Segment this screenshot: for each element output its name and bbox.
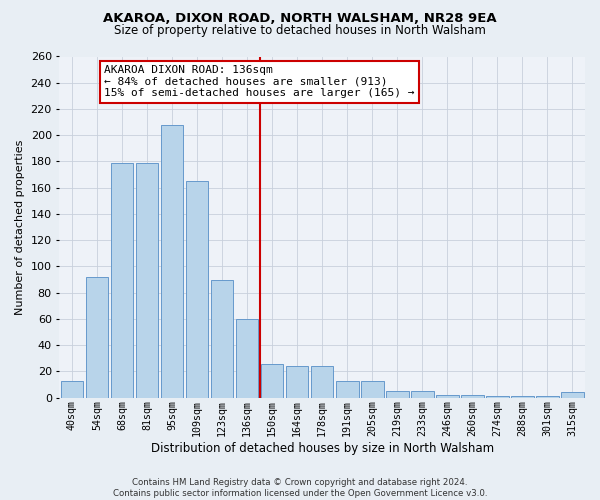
- Text: AKAROA, DIXON ROAD, NORTH WALSHAM, NR28 9EA: AKAROA, DIXON ROAD, NORTH WALSHAM, NR28 …: [103, 12, 497, 26]
- Y-axis label: Number of detached properties: Number of detached properties: [15, 140, 25, 315]
- Bar: [61, 380, 83, 398]
- Bar: [286, 366, 308, 398]
- Bar: [86, 277, 108, 398]
- Bar: [511, 396, 533, 398]
- Bar: [486, 396, 509, 398]
- Bar: [361, 380, 383, 398]
- Bar: [136, 163, 158, 398]
- Bar: [161, 124, 184, 398]
- Bar: [336, 380, 359, 398]
- Bar: [411, 391, 434, 398]
- Bar: [386, 391, 409, 398]
- Bar: [436, 395, 458, 398]
- Bar: [261, 364, 283, 398]
- Bar: [111, 163, 133, 398]
- Bar: [211, 280, 233, 398]
- Bar: [236, 319, 259, 398]
- Text: Contains HM Land Registry data © Crown copyright and database right 2024.
Contai: Contains HM Land Registry data © Crown c…: [113, 478, 487, 498]
- Bar: [186, 181, 208, 398]
- Bar: [536, 396, 559, 398]
- X-axis label: Distribution of detached houses by size in North Walsham: Distribution of detached houses by size …: [151, 442, 494, 455]
- Bar: [461, 395, 484, 398]
- Bar: [561, 392, 584, 398]
- Text: Size of property relative to detached houses in North Walsham: Size of property relative to detached ho…: [114, 24, 486, 37]
- Text: AKAROA DIXON ROAD: 136sqm
← 84% of detached houses are smaller (913)
15% of semi: AKAROA DIXON ROAD: 136sqm ← 84% of detac…: [104, 65, 415, 98]
- Bar: [311, 366, 334, 398]
